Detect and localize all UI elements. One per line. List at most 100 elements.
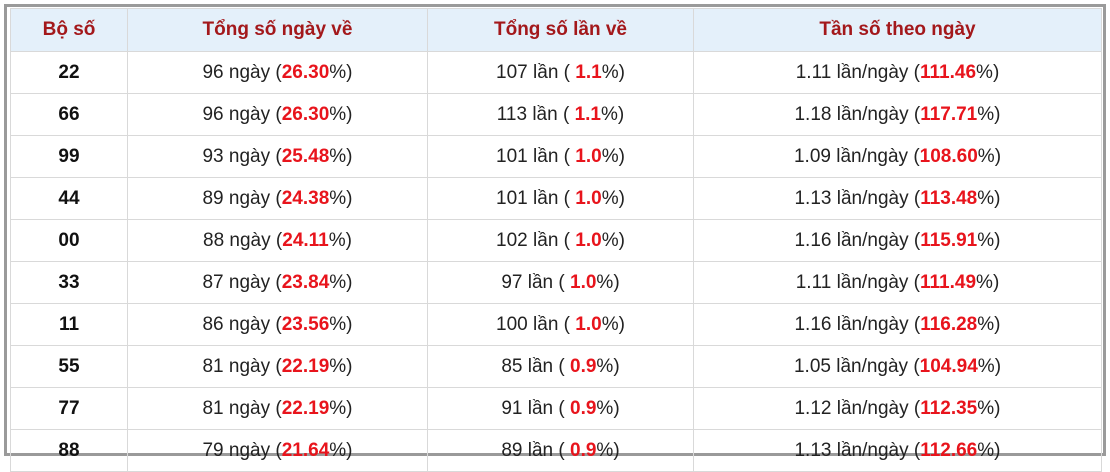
table-row: 77 81 ngày (22.19%) 91 lần ( 0.9%) 1.12 lần… <box>10 387 1102 430</box>
stat-cell: 86 ngày (23.56%) <box>127 303 428 346</box>
percent-value: 0.9 <box>570 439 597 461</box>
cell-text: 79 ngày ( <box>202 439 282 461</box>
stat-cell: 81 ngày (22.19%) <box>127 345 428 388</box>
percent-value: 111.46 <box>920 61 977 83</box>
stat-cell: 107 lần ( 1.1%) <box>427 51 694 94</box>
cell-text: 93 ngày ( <box>202 145 282 167</box>
number-pair: 88 <box>10 429 128 472</box>
cell-text: 107 lần ( <box>496 61 576 83</box>
percent-value: 115.91 <box>920 229 978 251</box>
stat-cell: 97 lần ( 1.0%) <box>427 261 694 304</box>
cell-text: 97 lần ( <box>501 271 570 293</box>
cell-text: 1.16 lần/ngày ( <box>794 229 921 251</box>
cell-text: %) <box>976 271 1000 293</box>
stat-cell: 101 lần ( 1.0%) <box>427 135 694 178</box>
page: {"table": { "headers": ["Bộ số", "Tổng s… <box>4 4 1106 472</box>
cell-text: %) <box>977 103 1001 125</box>
stat-cell: 113 lần ( 1.1%) <box>427 93 694 136</box>
stat-cell: 1.13 lần/ngày (112.66%) <box>693 429 1102 472</box>
stat-cell: 1.09 lần/ngày (108.60%) <box>693 135 1102 178</box>
cell-text: 1.18 lần/ngày ( <box>794 103 921 125</box>
percent-value: 0.9 <box>570 355 597 377</box>
cell-text: 101 lần ( <box>496 145 576 167</box>
cell-text: %) <box>601 145 625 167</box>
cell-text: %) <box>977 229 1001 251</box>
column-header: Tổng số lần về <box>427 8 694 52</box>
stat-cell: 91 lần ( 0.9%) <box>427 387 694 430</box>
cell-text: %) <box>329 61 353 83</box>
cell-text: 81 ngày ( <box>202 397 282 419</box>
stat-cell: 1.13 lần/ngày (113.48%) <box>693 177 1102 220</box>
cell-text: %) <box>601 229 625 251</box>
table-row: 88 79 ngày (21.64%) 89 lần ( 0.9%) 1.13 lần… <box>10 429 1102 472</box>
cell-text: 1.09 lần/ngày ( <box>793 145 920 167</box>
cell-text: 85 lần ( <box>501 355 570 377</box>
cell-text: %) <box>596 271 620 293</box>
stat-cell: 100 lần ( 1.0%) <box>427 303 694 346</box>
stat-cell: 1.11 lần/ngày (111.49%) <box>693 261 1102 304</box>
stats-table: Bộ số Tổng số ngày về Tổng số lần về Tần số… <box>10 8 1102 472</box>
number-pair: 66 <box>10 93 128 136</box>
cell-text: %) <box>601 187 625 209</box>
stat-cell: 1.05 lần/ngày (104.94%) <box>693 345 1102 388</box>
cell-text: %) <box>601 313 625 335</box>
stat-cell: 1.16 lần/ngày (115.91%) <box>693 219 1102 262</box>
stat-cell: 96 ngày (26.30%) <box>127 93 428 136</box>
stat-cell: 87 ngày (23.84%) <box>127 261 428 304</box>
stat-cell: 89 lần ( 0.9%) <box>427 429 694 472</box>
cell-text: 1.05 lần/ngày ( <box>793 355 920 377</box>
stat-cell: 1.18 lần/ngày (117.71%) <box>693 93 1102 136</box>
percent-value: 1.0 <box>575 145 602 167</box>
cell-text: 102 lần ( <box>496 229 576 251</box>
stat-cell: 89 ngày (24.38%) <box>127 177 428 220</box>
percent-value: 112.35 <box>920 397 978 419</box>
table-row: 99 93 ngày (25.48%) 101 lần ( 1.0%) 1.09 lầ… <box>10 135 1102 178</box>
cell-text: 1.16 lần/ngày ( <box>794 313 921 335</box>
number-pair: 00 <box>10 219 128 262</box>
percent-value: 108.60 <box>919 145 978 167</box>
percent-value: 1.0 <box>575 313 602 335</box>
cell-text: %) <box>329 355 353 377</box>
percent-value: 112.66 <box>920 439 978 461</box>
cell-text: %) <box>601 61 625 83</box>
stat-cell: 85 lần ( 0.9%) <box>427 345 694 388</box>
cell-text: %) <box>977 187 1001 209</box>
percent-value: 26.30 <box>281 61 330 83</box>
cell-text: %) <box>977 145 1002 167</box>
cell-text: 1.13 lần/ngày ( <box>794 439 921 461</box>
percent-value: 1.1 <box>575 61 602 83</box>
cell-text: 89 ngày ( <box>202 187 282 209</box>
table-row: 00 88 ngày (24.11%) 102 lần ( 1.0%) 1.16 lầ… <box>10 219 1102 262</box>
stat-cell: 93 ngày (25.48%) <box>127 135 428 178</box>
stat-cell: 81 ngày (22.19%) <box>127 387 428 430</box>
percent-value: 24.11 <box>282 229 329 251</box>
percent-value: 26.30 <box>281 103 330 125</box>
number-pair: 22 <box>10 51 128 94</box>
stat-cell: 102 lần ( 1.0%) <box>427 219 694 262</box>
cell-text: %) <box>329 187 353 209</box>
cell-text: 96 ngày ( <box>202 103 282 125</box>
percent-value: 23.56 <box>281 313 330 335</box>
percent-value: 104.94 <box>919 355 978 377</box>
stat-cell: 1.16 lần/ngày (116.28%) <box>693 303 1102 346</box>
percent-value: 116.28 <box>920 313 978 335</box>
percent-value: 25.48 <box>281 145 330 167</box>
cell-text: %) <box>596 397 620 419</box>
percent-value: 22.19 <box>281 355 330 377</box>
percent-value: 22.19 <box>281 397 330 419</box>
cell-text: %) <box>596 355 620 377</box>
number-pair: 11 <box>10 303 128 346</box>
table-row: 66 96 ngày (26.30%) 113 lần ( 1.1%) 1.18 lầ… <box>10 93 1102 136</box>
cell-text: 100 lần ( <box>496 313 576 335</box>
stat-cell: 96 ngày (26.30%) <box>127 51 428 94</box>
cell-text: 101 lần ( <box>496 187 576 209</box>
cell-text: 1.12 lần/ngày ( <box>794 397 921 419</box>
percent-value: 117.71 <box>920 103 978 125</box>
number-pair: 99 <box>10 135 128 178</box>
percent-value: 1.0 <box>570 271 597 293</box>
column-header: Tần số theo ngày <box>693 8 1102 52</box>
percent-value: 21.64 <box>281 439 330 461</box>
cell-text: %) <box>977 439 1001 461</box>
cell-text: %) <box>977 313 1001 335</box>
column-header: Bộ số <box>10 8 128 52</box>
